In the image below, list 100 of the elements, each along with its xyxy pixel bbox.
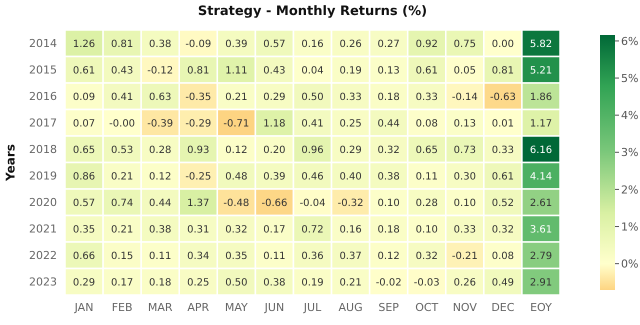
data-label: 0.81 <box>110 38 134 50</box>
y-tick-label: 2014 <box>29 37 57 50</box>
data-label: 0.18 <box>378 224 400 236</box>
x-tick-label: FEB <box>112 300 133 314</box>
data-label: 0.32 <box>378 144 400 156</box>
color-bar-label: 5% <box>621 72 638 85</box>
data-label: 1.17 <box>530 118 552 130</box>
chart-title: Strategy - Monthly Returns (%) <box>196 4 428 19</box>
data-label: 0.81 <box>492 65 514 76</box>
y-tick-label: 2023 <box>29 276 57 289</box>
data-label: 0.29 <box>339 144 362 156</box>
data-label: 0.38 <box>149 38 172 50</box>
data-label: 5.82 <box>530 38 552 50</box>
data-label: -0.48 <box>223 198 250 209</box>
data-label: 0.53 <box>110 144 134 156</box>
data-label: 0.13 <box>378 65 400 76</box>
data-label: 0.61 <box>416 65 438 76</box>
y-tick-label: 2020 <box>29 196 57 210</box>
data-label: 0.10 <box>454 198 476 209</box>
data-label: 0.17 <box>110 277 134 288</box>
data-label: -0.35 <box>185 92 212 103</box>
data-label: -0.71 <box>223 118 250 130</box>
x-tick-label: DEC <box>491 300 515 314</box>
data-label: 0.81 <box>187 65 210 76</box>
data-label: 0.10 <box>416 224 438 236</box>
data-label: 0.29 <box>263 92 286 103</box>
data-label: 0.65 <box>416 144 438 156</box>
data-label: 0.17 <box>263 224 286 236</box>
data-label: -0.02 <box>376 277 402 288</box>
data-label: 0.86 <box>72 171 96 182</box>
data-label: -0.00 <box>109 118 136 130</box>
data-label: 0.28 <box>149 144 172 156</box>
data-label: -0.04 <box>300 198 326 209</box>
x-tick-label: JUN <box>264 300 284 314</box>
data-label: 0.44 <box>149 198 172 209</box>
data-label: -0.39 <box>147 118 174 130</box>
data-label: 0.38 <box>378 171 400 182</box>
data-label: 0.26 <box>339 38 362 50</box>
data-label: 1.26 <box>72 38 96 50</box>
data-label: 2.61 <box>530 198 552 209</box>
data-label: 0.57 <box>72 198 96 209</box>
data-label: 0.38 <box>263 277 286 288</box>
data-label: -0.32 <box>338 198 364 209</box>
data-label: -0.03 <box>414 277 440 288</box>
data-label: 0.39 <box>225 38 248 50</box>
x-tick-label: JUL <box>302 300 322 314</box>
data-label: 0.33 <box>454 224 476 236</box>
data-label: 0.48 <box>225 171 248 182</box>
data-label: 0.32 <box>492 224 514 236</box>
data-label: 0.20 <box>263 144 286 156</box>
data-label: 0.74 <box>110 198 134 209</box>
data-label: 0.12 <box>225 144 248 156</box>
data-label: -0.12 <box>147 65 174 76</box>
data-label: 0.05 <box>454 65 476 76</box>
data-label: 0.61 <box>72 65 96 76</box>
data-label: 1.37 <box>187 198 210 209</box>
data-label: -0.09 <box>185 38 212 50</box>
data-label: -0.29 <box>185 118 212 130</box>
color-bar-label: 4% <box>621 109 638 122</box>
y-tick-label: 2016 <box>29 90 57 104</box>
data-label: 0.26 <box>454 277 476 288</box>
data-label: -0.66 <box>261 198 288 209</box>
data-label: 0.92 <box>416 38 438 50</box>
color-bar-label: 3% <box>621 146 638 160</box>
data-label: 0.30 <box>454 171 476 182</box>
data-label: 0.35 <box>225 250 248 262</box>
data-label: 1.18 <box>263 118 286 130</box>
data-label: 0.43 <box>263 65 286 76</box>
data-label: 0.66 <box>72 250 96 262</box>
x-tick-label: JAN <box>74 300 94 314</box>
data-label: 1.11 <box>225 65 248 76</box>
data-label: 0.00 <box>492 38 514 50</box>
data-label: 0.04 <box>301 65 324 76</box>
data-label: 0.40 <box>339 171 362 182</box>
data-label: 0.19 <box>301 277 324 288</box>
data-label: 0.07 <box>72 118 96 130</box>
data-label: 3.61 <box>530 224 552 236</box>
data-label: 0.01 <box>492 118 514 130</box>
data-label: 0.75 <box>454 38 476 50</box>
data-label: 0.43 <box>110 65 134 76</box>
x-tick-label: MAY <box>224 300 248 314</box>
color-bar-label: 6% <box>621 34 638 48</box>
data-label: 0.12 <box>378 250 400 262</box>
x-tick-label: SEP <box>378 300 400 314</box>
data-label: 0.27 <box>378 38 400 50</box>
data-label: 0.08 <box>492 250 514 262</box>
y-tick-label: 2017 <box>29 116 57 130</box>
data-label: 0.25 <box>339 118 362 130</box>
y-tick-label: 2015 <box>29 64 57 77</box>
data-label: 0.61 <box>492 171 514 182</box>
y-tick-label: 2021 <box>29 222 57 236</box>
data-label: 0.73 <box>454 144 476 156</box>
x-tick-label: NOV <box>452 300 478 314</box>
data-label: 0.41 <box>301 118 324 130</box>
data-label: 0.10 <box>378 198 400 209</box>
data-label: 0.37 <box>339 250 362 262</box>
data-label: 0.09 <box>72 92 96 103</box>
data-label: 0.21 <box>110 224 134 236</box>
data-label: 2.79 <box>530 250 552 262</box>
data-label: -0.25 <box>185 171 212 182</box>
